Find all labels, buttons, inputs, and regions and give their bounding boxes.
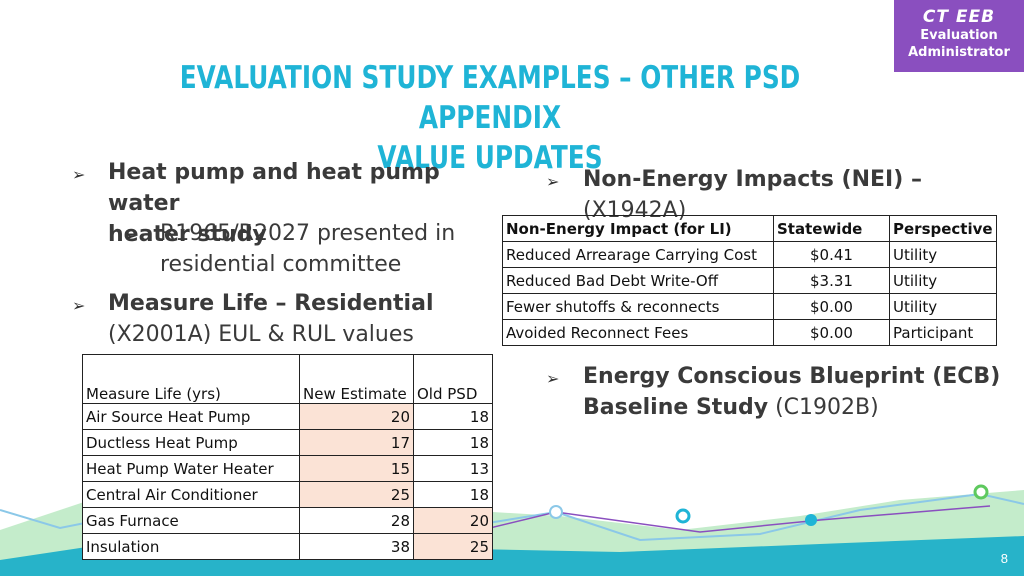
footer-dot [549, 505, 563, 519]
table-row: Reduced Arrearage Carrying Cost $0.41 Ut… [502, 241, 997, 268]
table-cell: 25 [413, 533, 493, 560]
table-row: Fewer shutoffs & reconnects $0.00 Utilit… [502, 293, 997, 320]
bullet-text: Baseline Study [583, 395, 769, 420]
table-cell: 20 [413, 507, 493, 534]
badge-line-2: Evaluation [920, 28, 998, 43]
column-header: Non-Energy Impact (for LI) [502, 215, 774, 242]
sub-bullet-committee: R1965/R2027 presented in residential com… [160, 218, 500, 280]
bullet-nei: Non-Energy Impacts (NEI) – (X1942A) [583, 164, 1023, 226]
table-cell: Fewer shutoffs & reconnects [502, 293, 774, 320]
arrow-bullet-icon: ➢ [546, 172, 560, 191]
table-row: Gas Furnace 28 20 [82, 507, 493, 534]
table-cell: Reduced Bad Debt Write-Off [502, 267, 774, 294]
map-pin-icon [805, 514, 817, 526]
map-pin-icon [973, 484, 989, 500]
measure-life-table: Measure Life (yrs) New Estimate Old PSD … [82, 354, 493, 560]
table-cell: 28 [299, 507, 414, 534]
badge-line-1: CT EEB [922, 7, 996, 27]
table-cell: Ductless Heat Pump [82, 429, 300, 456]
bullet-heat-pump-study: Heat pump and heat pump water heater stu… [108, 157, 508, 250]
column-header: Old PSD [413, 354, 493, 404]
bullet-text: Non-Energy Impacts (NEI) – [583, 167, 922, 192]
bullet-text: Energy Conscious Blueprint (ECB) [583, 364, 1001, 389]
table-row: Central Air Conditioner 25 18 [82, 481, 493, 508]
bullet-text: (X2001A) EUL & RUL values [108, 322, 414, 347]
table-cell: 17 [299, 429, 414, 456]
bullet-code: (C1902B) [768, 395, 879, 420]
map-pin-icon [675, 508, 691, 524]
arrow-bullet-icon: ➢ [72, 296, 86, 315]
table-header-row: Non-Energy Impact (for LI) Statewide Per… [502, 215, 997, 242]
bullet-text: Measure Life – Residential [108, 291, 434, 316]
arrow-bullet-icon: ➢ [72, 165, 86, 184]
bullet-measure-life: Measure Life – Residential (X2001A) EUL … [108, 288, 508, 350]
table-cell: $3.31 [773, 267, 890, 294]
table-cell: Gas Furnace [82, 507, 300, 534]
table-row: Reduced Bad Debt Write-Off $3.31 Utility [502, 267, 997, 294]
table-cell: Air Source Heat Pump [82, 403, 300, 430]
table-cell: 38 [299, 533, 414, 560]
bullet-text: residential committee [160, 252, 402, 277]
footer-line-2 [439, 505, 991, 541]
table-cell: $0.41 [773, 241, 890, 268]
arrow-bullet-icon: ➢ [124, 226, 138, 245]
table-cell: 15 [299, 455, 414, 482]
column-header: Statewide [773, 215, 890, 242]
table-header-row: Measure Life (yrs) New Estimate Old PSD [82, 354, 493, 404]
table-cell: Reduced Arrearage Carrying Cost [502, 241, 774, 268]
title-line-1: EVALUATION STUDY EXAMPLES – OTHER PSD AP… [179, 60, 801, 136]
table-cell: Heat Pump Water Heater [82, 455, 300, 482]
table-row: Air Source Heat Pump 20 18 [82, 403, 493, 430]
bullet-text: R1965/R2027 presented in [160, 221, 456, 246]
table-row: Insulation 38 25 [82, 533, 493, 560]
bullet-ecb: Energy Conscious Blueprint (ECB) Baselin… [583, 361, 1003, 423]
bullet-text: Heat pump and heat pump water [108, 160, 440, 216]
table-cell: 25 [299, 481, 414, 508]
table-cell: 18 [413, 481, 493, 508]
slide-title: EVALUATION STUDY EXAMPLES – OTHER PSD AP… [146, 58, 834, 178]
ct-eeb-badge: CT EEB Evaluation Administrator [894, 0, 1024, 72]
page-number: 8 [1000, 551, 1008, 566]
footer-teal-band [0, 536, 1024, 576]
table-cell: $0.00 [773, 319, 890, 346]
table-cell: $0.00 [773, 293, 890, 320]
table-row: Ductless Heat Pump 17 18 [82, 429, 493, 456]
bullet-text: heater study [108, 222, 267, 247]
table-row: Heat Pump Water Heater 15 13 [82, 455, 493, 482]
table-cell: 20 [299, 403, 414, 430]
table-cell: Utility [889, 241, 997, 268]
table-row: Avoided Reconnect Fees $0.00 Participant [502, 319, 997, 346]
table-cell: 13 [413, 455, 493, 482]
table-cell: Utility [889, 293, 997, 320]
table-cell: Central Air Conditioner [82, 481, 300, 508]
table-cell: 18 [413, 403, 493, 430]
table-cell: Participant [889, 319, 997, 346]
nei-table: Non-Energy Impact (for LI) Statewide Per… [502, 215, 997, 346]
table-cell: 18 [413, 429, 493, 456]
badge-line-3: Administrator [908, 45, 1010, 60]
table-cell: Utility [889, 267, 997, 294]
table-cell: Avoided Reconnect Fees [502, 319, 774, 346]
column-header: Perspective [889, 215, 997, 242]
column-header: Measure Life (yrs) [82, 354, 300, 404]
table-cell: Insulation [82, 533, 300, 560]
column-header: New Estimate [299, 354, 414, 404]
arrow-bullet-icon: ➢ [546, 369, 560, 388]
title-line-2: VALUE UPDATES [377, 140, 603, 176]
